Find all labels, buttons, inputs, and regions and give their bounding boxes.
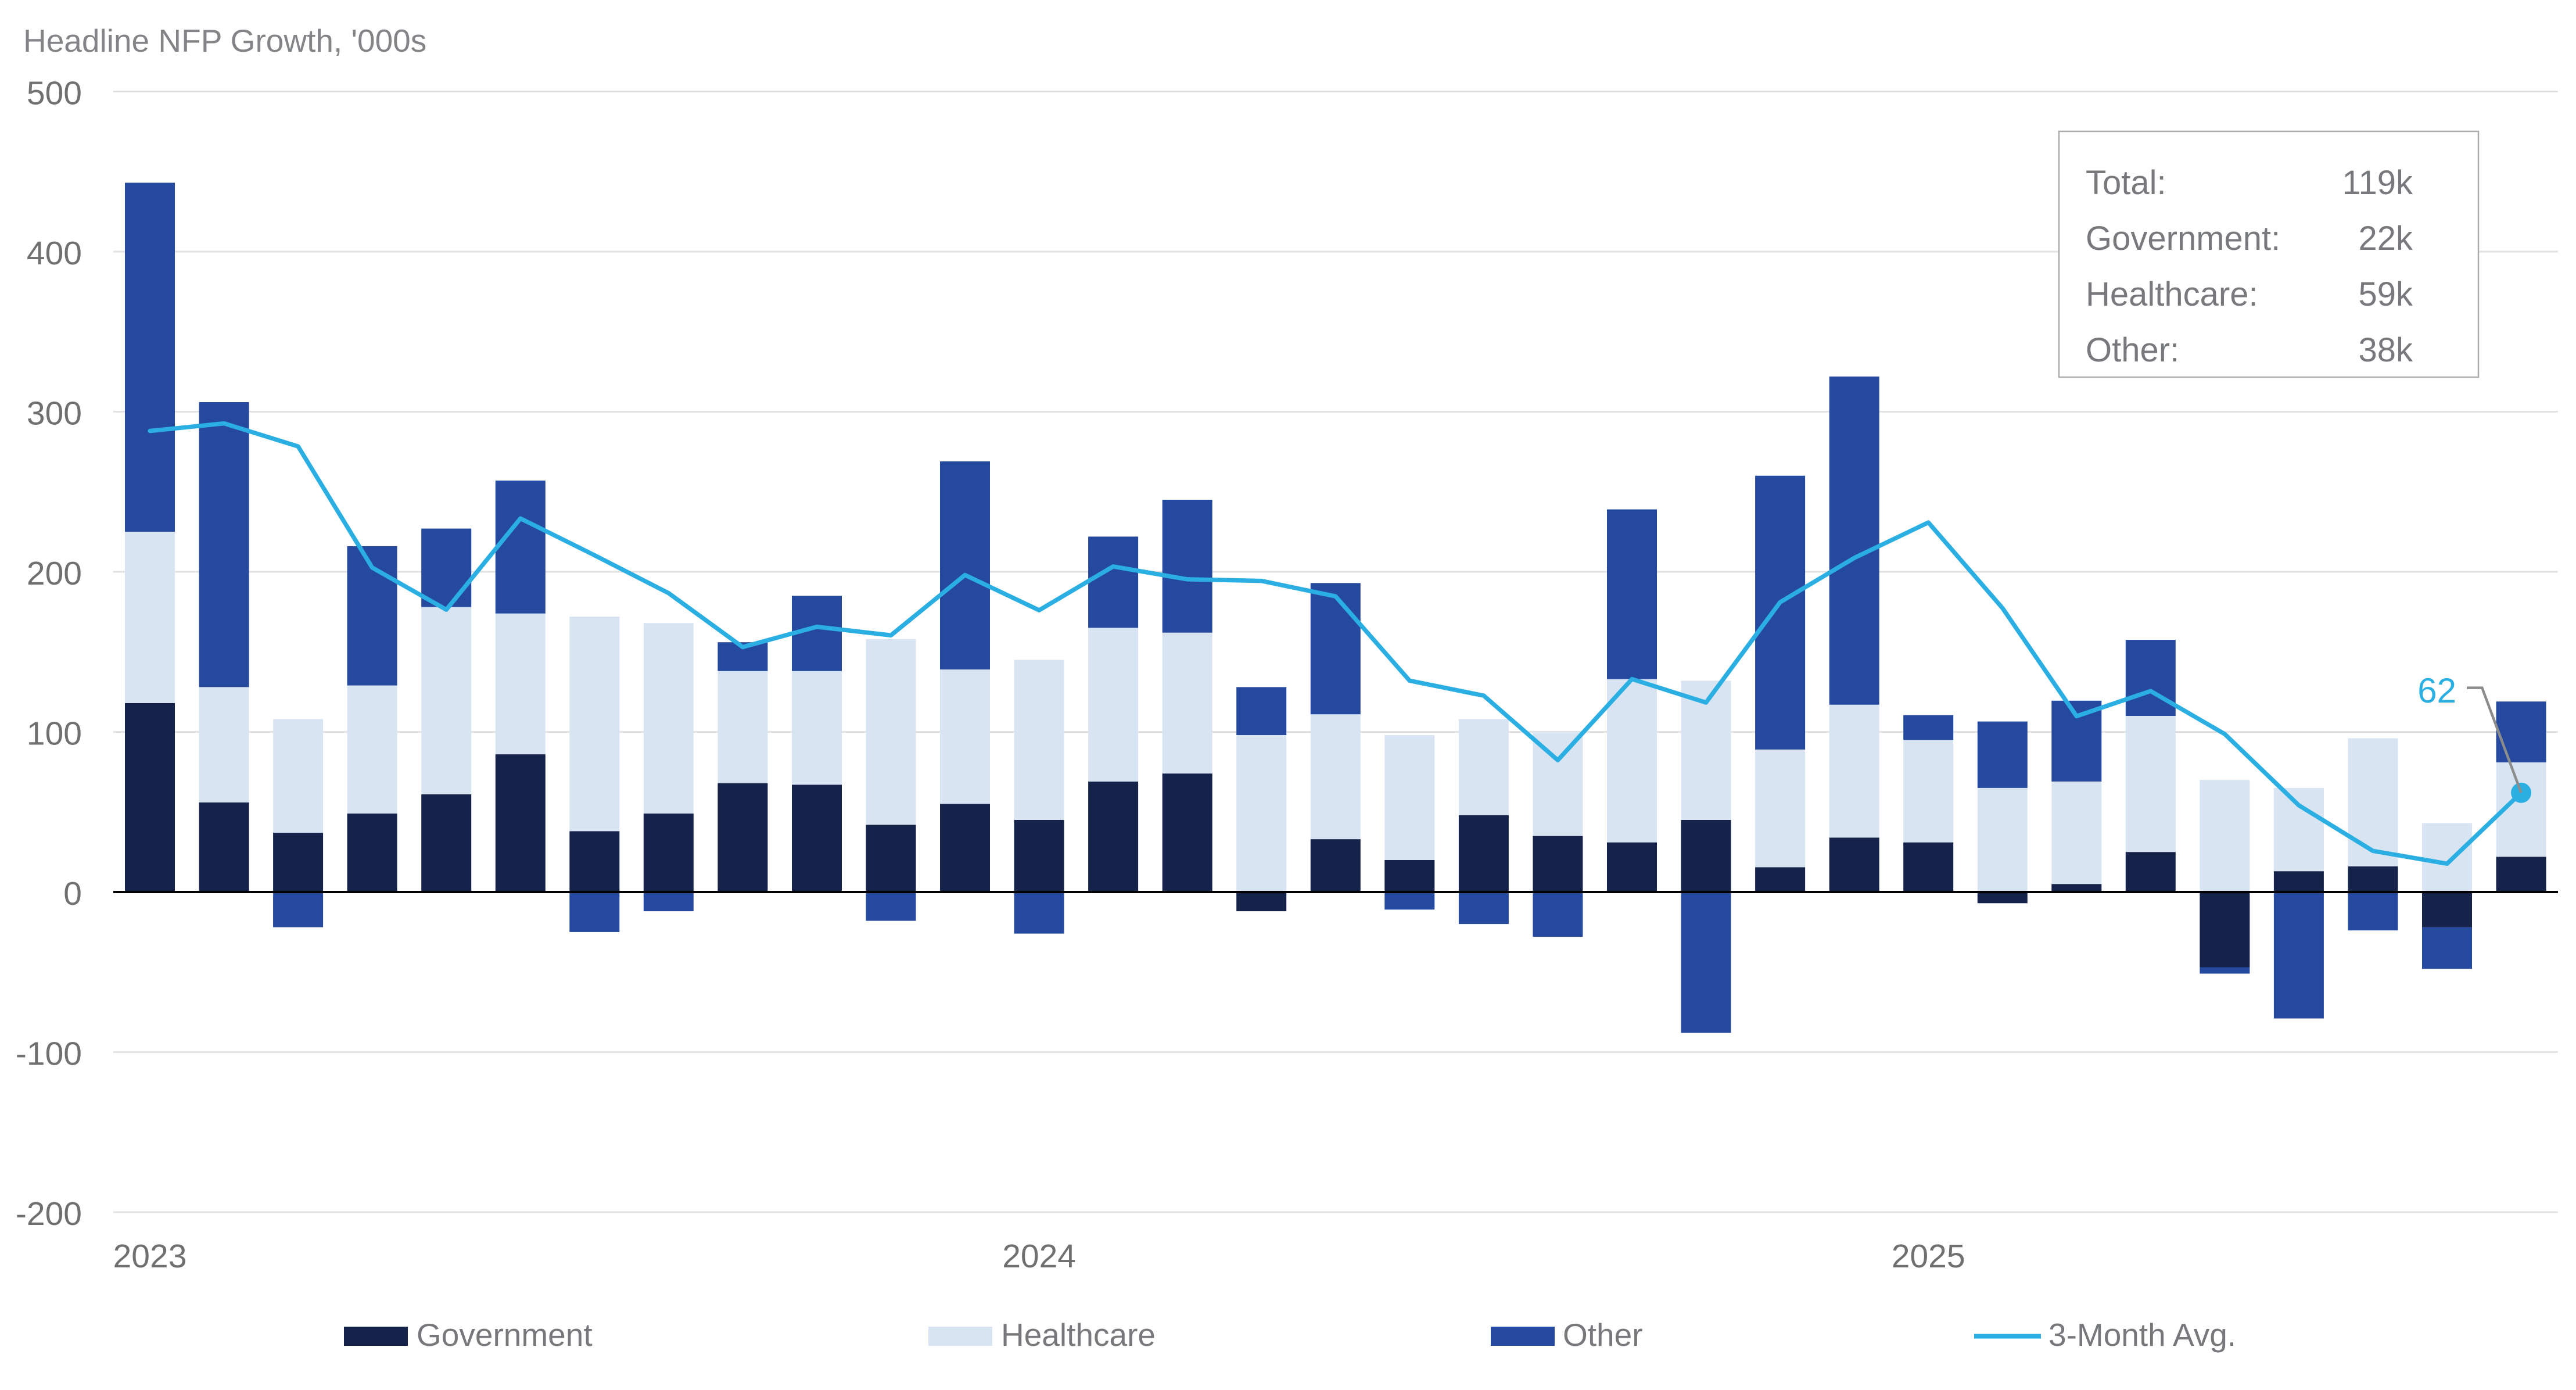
svg-text:Government: Government bbox=[417, 1317, 593, 1353]
svg-text:500: 500 bbox=[27, 74, 82, 112]
svg-text:62: 62 bbox=[2417, 671, 2456, 710]
svg-text:119k: 119k bbox=[2342, 164, 2413, 202]
svg-text:400: 400 bbox=[27, 235, 82, 272]
svg-text:38k: 38k bbox=[2358, 331, 2413, 369]
svg-text:Total:: Total: bbox=[2086, 164, 2166, 202]
svg-text:2024: 2024 bbox=[1002, 1238, 1076, 1275]
svg-text:Healthcare: Healthcare bbox=[1001, 1317, 1156, 1353]
svg-text:0: 0 bbox=[63, 875, 82, 912]
svg-text:200: 200 bbox=[27, 555, 82, 592]
svg-text:Healthcare:: Healthcare: bbox=[2086, 275, 2258, 313]
svg-text:Other:: Other: bbox=[2086, 331, 2179, 369]
svg-text:Headline NFP Growth, '000s: Headline NFP Growth, '000s bbox=[23, 23, 426, 59]
svg-text:2025: 2025 bbox=[1892, 1238, 1965, 1275]
svg-text:-200: -200 bbox=[16, 1195, 82, 1233]
svg-text:59k: 59k bbox=[2358, 275, 2413, 313]
svg-text:300: 300 bbox=[27, 395, 82, 432]
svg-text:Government:: Government: bbox=[2086, 220, 2280, 257]
svg-text:2023: 2023 bbox=[113, 1238, 187, 1275]
svg-text:Other: Other bbox=[1563, 1317, 1643, 1353]
svg-text:-100: -100 bbox=[16, 1035, 82, 1072]
svg-text:100: 100 bbox=[27, 715, 82, 752]
svg-text:3-Month Avg.: 3-Month Avg. bbox=[2048, 1317, 2236, 1353]
svg-text:22k: 22k bbox=[2358, 220, 2413, 257]
